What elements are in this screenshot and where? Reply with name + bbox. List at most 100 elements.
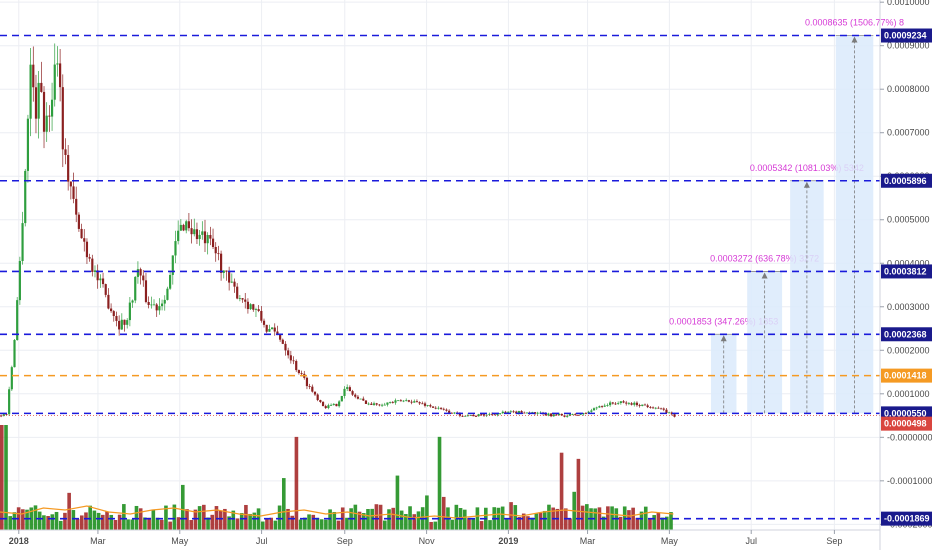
candle-body[interactable] [332,403,335,405]
candle-body[interactable] [42,91,46,132]
candle-body[interactable] [547,413,550,416]
candle-body[interactable] [394,400,397,403]
candle-body[interactable] [177,230,180,242]
candle-body[interactable] [101,278,105,285]
candle-body[interactable] [40,82,43,92]
candle-body[interactable] [485,414,488,416]
candle-body[interactable] [603,405,606,407]
time-axis[interactable]: 2018 Mar May Jul Sep Nov 2019 Mar May Jul Sep [9,530,843,546]
candle-body[interactable] [198,234,201,240]
candle-body[interactable] [236,286,239,299]
candle-body[interactable] [279,334,282,340]
candle-body[interactable] [512,411,515,413]
candle-body[interactable] [550,413,553,417]
candle-body[interactable] [638,405,641,407]
price-axis[interactable]: 0.00100000.00090000.00080000.00070000.00… [880,0,932,529]
candle-body[interactable] [346,387,349,389]
candle-body[interactable] [600,406,604,407]
candle-body[interactable] [566,415,569,417]
candle-body[interactable] [480,414,483,415]
candle-body[interactable] [386,402,389,405]
candle-body[interactable] [469,414,472,416]
candle-body[interactable] [297,370,300,374]
candle-body[interactable] [598,406,601,408]
candle-body[interactable] [142,275,145,281]
candle-body[interactable] [147,302,150,305]
candle-body[interactable] [93,270,97,272]
candle-body[interactable] [584,413,588,414]
candle-body[interactable] [523,412,526,414]
candle-body[interactable] [29,64,32,119]
candle-body[interactable] [442,408,445,410]
candle-body[interactable] [327,405,330,409]
candle-body[interactable] [579,414,582,415]
candle-body[interactable] [195,229,199,240]
candle-body[interactable] [321,402,325,407]
candle-body[interactable] [233,281,236,287]
candle-body[interactable] [18,261,21,301]
candle-body[interactable] [568,414,571,416]
candle-body[interactable] [69,181,72,187]
candle-body[interactable] [80,228,83,239]
candle-body[interactable] [152,304,156,306]
candle-body[interactable] [356,396,360,399]
candle-body[interactable] [257,309,260,311]
candle-body[interactable] [158,306,161,311]
candle-body[interactable] [536,412,539,414]
candle-body[interactable] [238,298,241,299]
candle-body[interactable] [254,309,258,310]
candle-body[interactable] [351,391,354,395]
candle-body[interactable] [316,394,319,401]
candle-body[interactable] [464,415,467,417]
candle-body[interactable] [32,64,35,88]
candle-body[interactable] [501,411,504,414]
candle-body[interactable] [372,403,376,405]
candle-body[interactable] [571,414,574,415]
candle-body[interactable] [558,413,561,416]
candle-body[interactable] [270,327,274,330]
candle-body[interactable] [651,407,655,409]
candle-body[interactable] [99,278,102,281]
candle-body[interactable] [110,308,113,312]
candle-body[interactable] [362,398,365,401]
candle-body[interactable] [160,303,164,307]
candle-body[interactable] [380,404,384,406]
candle-body[interactable] [88,257,91,259]
candle-body[interactable] [343,388,346,396]
candle-body[interactable] [421,403,424,405]
candle-body[interactable] [673,414,676,417]
candle-body[interactable] [319,400,322,403]
candle-body[interactable] [34,87,38,119]
candle-body[interactable] [660,408,663,410]
candle-body[interactable] [126,320,129,325]
candle-body[interactable] [91,258,94,272]
candle-body[interactable] [10,367,13,390]
candle-body[interactable] [434,407,437,409]
candle-body[interactable] [418,402,421,404]
candle-body[interactable] [150,304,153,306]
candle-body[interactable] [552,414,555,417]
candle-body[interactable] [590,410,593,412]
candle-body[interactable] [499,413,502,414]
candle-body[interactable] [359,398,362,400]
candle-body[interactable] [399,400,402,402]
candle-body[interactable] [324,406,327,409]
candle-body[interactable] [488,413,491,415]
candle-body[interactable] [477,414,480,417]
candle-body[interactable] [544,413,547,416]
candle-body[interactable] [26,118,30,171]
candle-body[interactable] [520,411,523,413]
candle-body[interactable] [230,281,233,283]
candle-body[interactable] [515,411,518,414]
candle-body[interactable] [587,411,590,414]
candle-body[interactable] [490,413,494,415]
candle-body[interactable] [576,414,580,416]
candle-body[interactable] [630,403,633,405]
candle-body[interactable] [244,299,247,302]
candle-body[interactable] [13,339,16,368]
candle-body[interactable] [423,403,427,406]
candle-body[interactable] [193,229,196,235]
candle-body[interactable] [582,413,585,415]
candle-body[interactable] [16,300,19,340]
